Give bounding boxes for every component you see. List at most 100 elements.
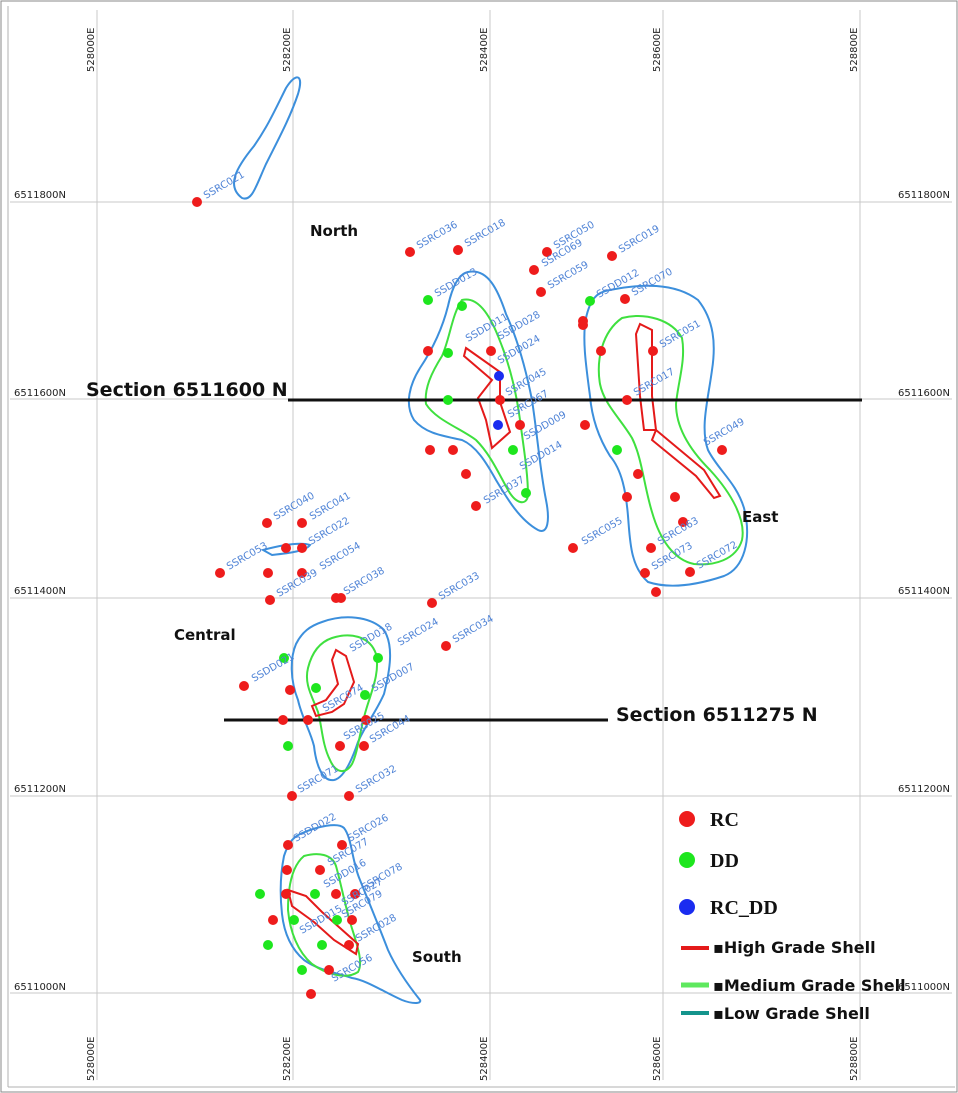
rc-dd-collar — [493, 420, 503, 430]
east-medium-shell — [597, 315, 744, 566]
northing-label: 6511600N — [898, 388, 950, 399]
rc-collar — [215, 568, 225, 578]
dd-collar — [310, 889, 320, 899]
rc-collar — [265, 595, 275, 605]
legend-rc-symbol — [679, 811, 695, 827]
easting-label: 528000E — [86, 1037, 97, 1082]
dd-collar — [585, 296, 595, 306]
northing-label: 6511000N — [14, 982, 66, 993]
rc-collar — [670, 492, 680, 502]
rc-collar — [633, 469, 643, 479]
northing-label: 6511200N — [14, 784, 66, 795]
rc-collar — [405, 247, 415, 257]
rc-collar — [262, 518, 272, 528]
easting-label: 528800E — [849, 28, 860, 73]
drill-collars — [192, 197, 727, 999]
rc-collar — [281, 543, 291, 553]
zone-labels: North East Central South — [174, 222, 778, 966]
rc-collar — [285, 685, 295, 695]
easting-labels-bottom: 528000E 528200E 528400E 528600E 528800E — [86, 1037, 860, 1082]
northing-label: 6511000N — [898, 982, 950, 993]
rc-collar — [282, 865, 292, 875]
easting-label: 528400E — [479, 28, 490, 73]
rc-collar — [453, 245, 463, 255]
legend-medium-grade-label: ▪Medium Grade Shell — [713, 976, 906, 995]
rc-collar — [297, 568, 307, 578]
legend-rc-dd-label: RC_DD — [710, 897, 778, 919]
northing-label: 6511800N — [14, 190, 66, 201]
rc-collar — [315, 865, 325, 875]
high-grade-shells — [286, 322, 722, 956]
rc-collar — [281, 889, 291, 899]
easting-label: 528200E — [282, 28, 293, 73]
rc-collar — [607, 251, 617, 261]
dd-collar — [360, 690, 370, 700]
zone-label-central: Central — [174, 626, 236, 644]
south-high-grade — [286, 888, 360, 956]
easting-label: 528200E — [282, 1037, 293, 1082]
rc-collar — [359, 741, 369, 751]
dd-collar — [263, 940, 273, 950]
rc-collar — [620, 294, 630, 304]
dd-collar — [255, 889, 265, 899]
rc-collar — [427, 598, 437, 608]
dd-collar — [289, 915, 299, 925]
legend-low-grade-label: ▪Low Grade Shell — [713, 1004, 870, 1023]
easting-labels-top: 528000E 528200E 528400E 528600E 528800E — [86, 28, 860, 73]
rc-collar — [263, 568, 273, 578]
north-high-grade — [462, 346, 512, 450]
northing-labels-left: 6511800N 6511600N 6511400N 6511200N 6511… — [14, 190, 66, 993]
rc-collar — [542, 247, 552, 257]
rc-collar — [331, 889, 341, 899]
easting-label: 528800E — [849, 1037, 860, 1082]
rc-collar — [448, 445, 458, 455]
northing-label: 6511800N — [898, 190, 950, 201]
dd-collar — [297, 965, 307, 975]
rc-collar — [622, 395, 632, 405]
northing-labels-right: 6511800N 6511600N 6511400N 6511200N 6511… — [898, 190, 950, 993]
rc-collar — [441, 641, 451, 651]
rc-collar — [471, 501, 481, 511]
easting-label: 528600E — [652, 1037, 663, 1082]
rc-collar — [678, 517, 688, 527]
rc-collar — [283, 840, 293, 850]
rc-collar — [287, 791, 297, 801]
rc-collar — [335, 741, 345, 751]
legend-dd-label: DD — [710, 850, 739, 872]
zone-label-north: North — [310, 222, 358, 240]
dd-collar — [332, 915, 342, 925]
map-legend: RC DD RC_DD ▪High Grade Shell ▪Medium Gr… — [679, 809, 906, 1023]
central-east-link-shell — [260, 542, 312, 557]
rc-collar — [640, 568, 650, 578]
rc-collar — [568, 543, 578, 553]
rc-collar — [297, 518, 307, 528]
dd-collar — [612, 445, 622, 455]
dd-collar — [443, 395, 453, 405]
legend-rc-dd-symbol — [679, 899, 695, 915]
dd-collar — [457, 301, 467, 311]
rc-collar — [717, 445, 727, 455]
rc-collar — [347, 915, 357, 925]
rc-collar — [495, 395, 505, 405]
section-label: Section 6511275 N — [616, 704, 818, 726]
section-label: Section 6511600 N — [86, 379, 288, 401]
rc-collar — [336, 593, 346, 603]
east-shell — [583, 284, 748, 587]
northing-label: 6511600N — [14, 388, 66, 399]
rc-collar — [361, 715, 371, 725]
dd-collar — [443, 348, 453, 358]
easting-label: 528400E — [479, 1037, 490, 1082]
rc-collar — [461, 469, 471, 479]
rc-collar — [344, 791, 354, 801]
rc-collar — [306, 989, 316, 999]
rc-collar — [423, 346, 433, 356]
rc-collar — [648, 346, 658, 356]
dd-collar — [521, 488, 531, 498]
rc-collar — [344, 940, 354, 950]
northing-label: 6511200N — [898, 784, 950, 795]
rc-collar — [303, 715, 313, 725]
north-medium-shell — [424, 298, 530, 504]
rc-collar — [529, 265, 539, 275]
